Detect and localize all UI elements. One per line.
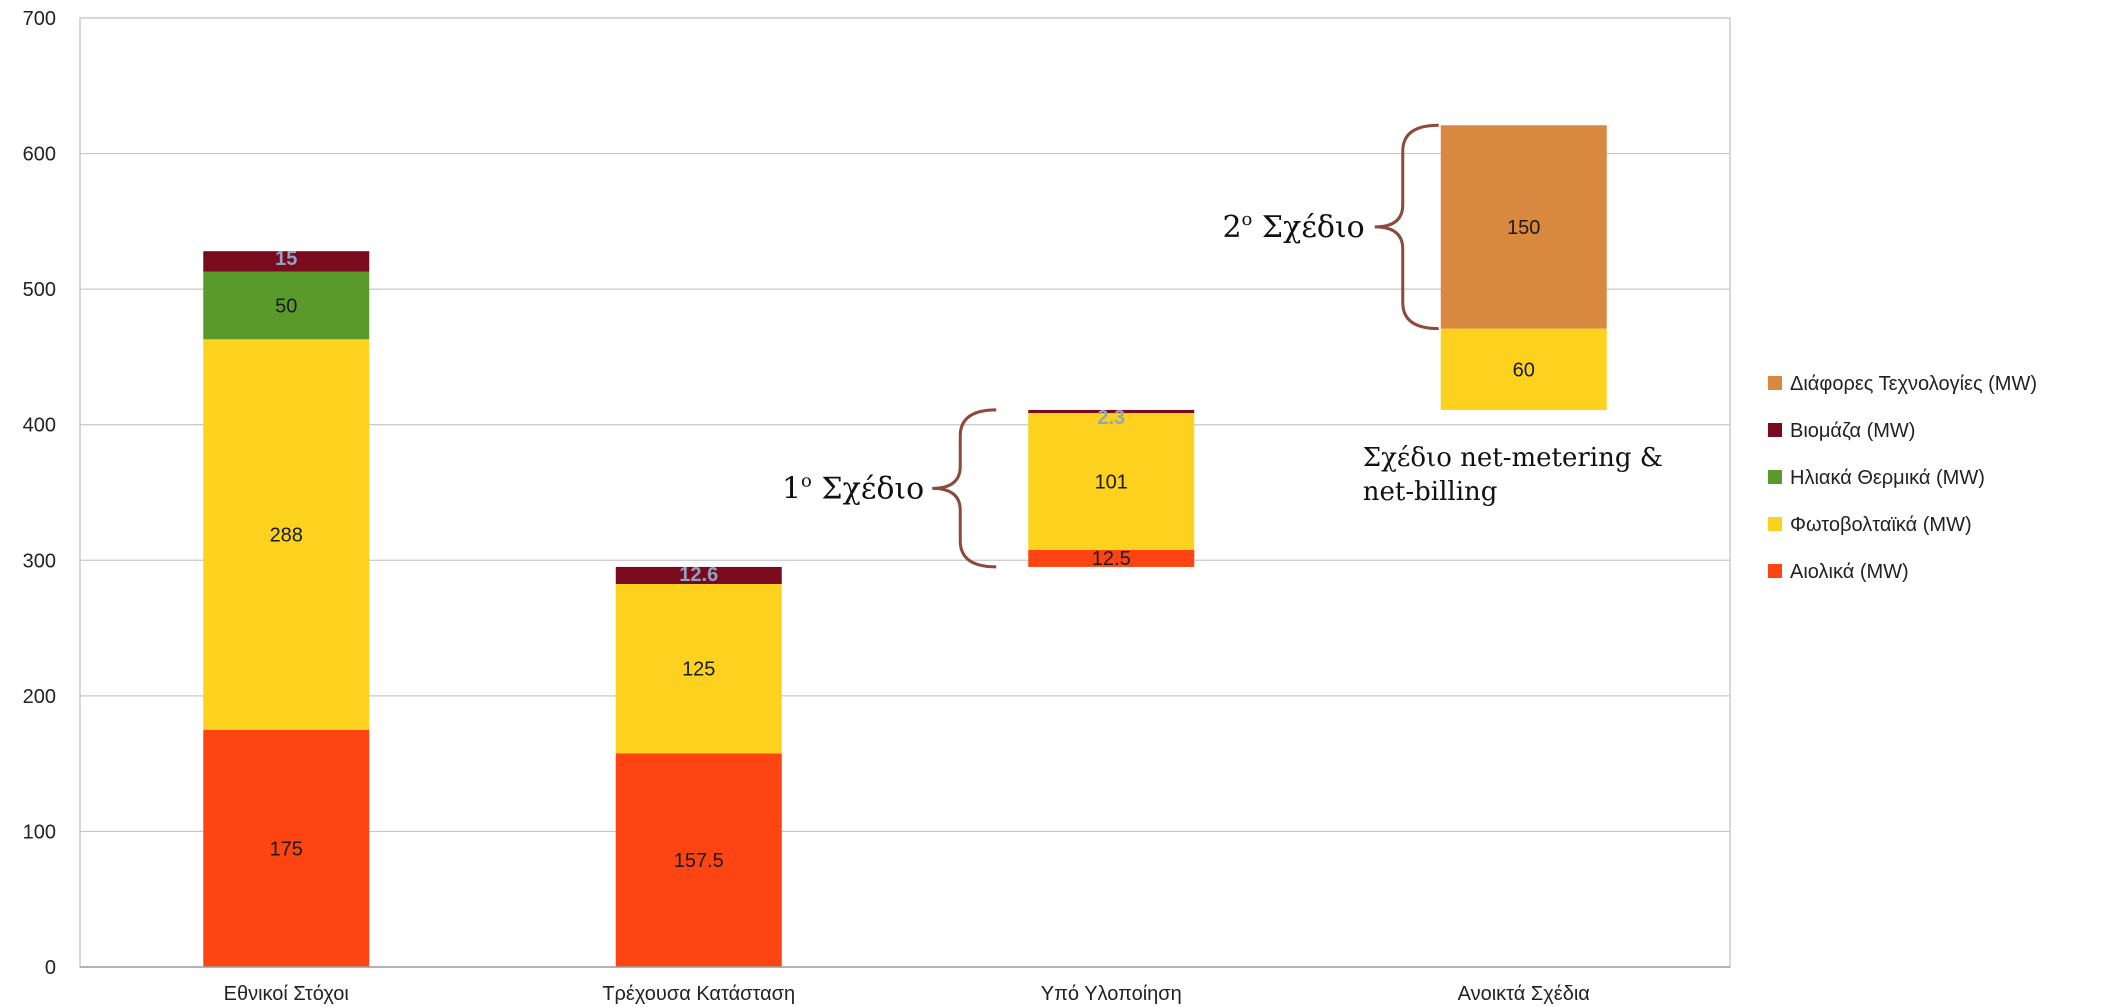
bar-segment	[1440, 328, 1607, 410]
bar-segment	[1028, 409, 1195, 414]
y-tick-label: 500	[23, 279, 56, 301]
data-label: 175	[270, 838, 303, 860]
y-tick-label: 300	[23, 550, 56, 572]
legend-label: Αιολικά (MW)	[1790, 561, 1909, 583]
bar-segment	[615, 584, 782, 754]
legend-label: Βιομάζα (MW)	[1790, 420, 1915, 442]
data-label: 288	[270, 525, 303, 547]
legend-swatch	[1768, 470, 1782, 484]
bar-segment	[1028, 549, 1195, 567]
annotation-plan-2-number: 2	[1222, 210, 1241, 245]
legend-swatch	[1768, 564, 1782, 578]
legend-swatch	[1768, 517, 1782, 531]
brace-plan-1	[932, 408, 997, 569]
legend-swatch	[1768, 376, 1782, 390]
bar-segment	[1028, 413, 1195, 550]
data-label: 12.5	[1092, 548, 1131, 570]
data-label: 15	[275, 248, 297, 270]
legend-label: Ηλιακά Θερμικά (MW)	[1790, 467, 1985, 489]
data-label: 150	[1507, 217, 1540, 239]
bar-segment	[615, 753, 782, 967]
brace-plan-2	[1374, 123, 1439, 331]
y-tick-label: 200	[23, 686, 56, 708]
data-label: 60	[1513, 359, 1535, 381]
bar-segment	[203, 729, 370, 967]
legend-swatch	[1768, 423, 1782, 437]
annotation-plan-1: 1ο Σχέδιο	[782, 470, 924, 506]
legend-label: Φωτοβολταϊκά (MW)	[1790, 514, 1972, 536]
data-label: 101	[1095, 472, 1128, 494]
annotation-net-metering-line-2: net-billing	[1363, 477, 1498, 507]
data-label: 12.6	[679, 564, 718, 586]
x-category-label: Εθνικοί Στόχοι	[224, 983, 349, 1005]
annotation-net-metering-line-1: Σχέδιο net-metering &	[1363, 443, 1663, 473]
data-label: 125	[682, 659, 715, 681]
annotation-plan-1-word: Σχέδιο	[812, 471, 924, 506]
data-labels-layer: 175 288 50 15 157.5 125 12.6 12.5 101 2.3 60 150	[270, 217, 1541, 872]
bar-segment	[203, 251, 370, 272]
y-tick-label: 600	[23, 144, 56, 166]
annotation-plan-2: 2ο Σχέδιο	[1222, 209, 1364, 245]
y-tick-label: 700	[23, 8, 56, 30]
bar-segment	[615, 566, 782, 585]
data-label: 157.5	[674, 850, 724, 872]
y-tick-label: 400	[23, 415, 56, 437]
bar-segment	[203, 271, 370, 340]
x-category-label: Υπό Υλοποίηση	[1041, 983, 1182, 1005]
y-tick-label: 0	[45, 957, 56, 979]
bar-segment	[203, 339, 370, 730]
annotation-plan-2-word: Σχέδιο	[1252, 210, 1364, 245]
y-tick-label: 100	[23, 821, 56, 843]
annotation-plan-1-number: 1	[782, 471, 801, 506]
bars-layer	[203, 125, 1607, 967]
x-category-label: Τρέχουσα Κατάσταση	[602, 983, 795, 1005]
data-label: 50	[275, 295, 297, 317]
annotation-plan-2-sup: ο	[1242, 209, 1253, 230]
annotation-plan-1-sup: ο	[801, 470, 812, 491]
axis-layer: 0 100 200 300 400 500 600 700 Εθνικοί Στόχοι Τρέχ…	[23, 8, 1730, 1005]
legend: Διάφορες Τεχνολογίες (MW) Βιομάζα (MW) Ηλι…	[1768, 373, 2037, 583]
legend-label: Διάφορες Τεχνολογίες (MW)	[1790, 373, 2037, 395]
x-category-label: Ανοικτά Σχέδια	[1458, 983, 1590, 1005]
bar-segment	[1440, 125, 1607, 329]
data-label: 2.3	[1097, 407, 1125, 429]
